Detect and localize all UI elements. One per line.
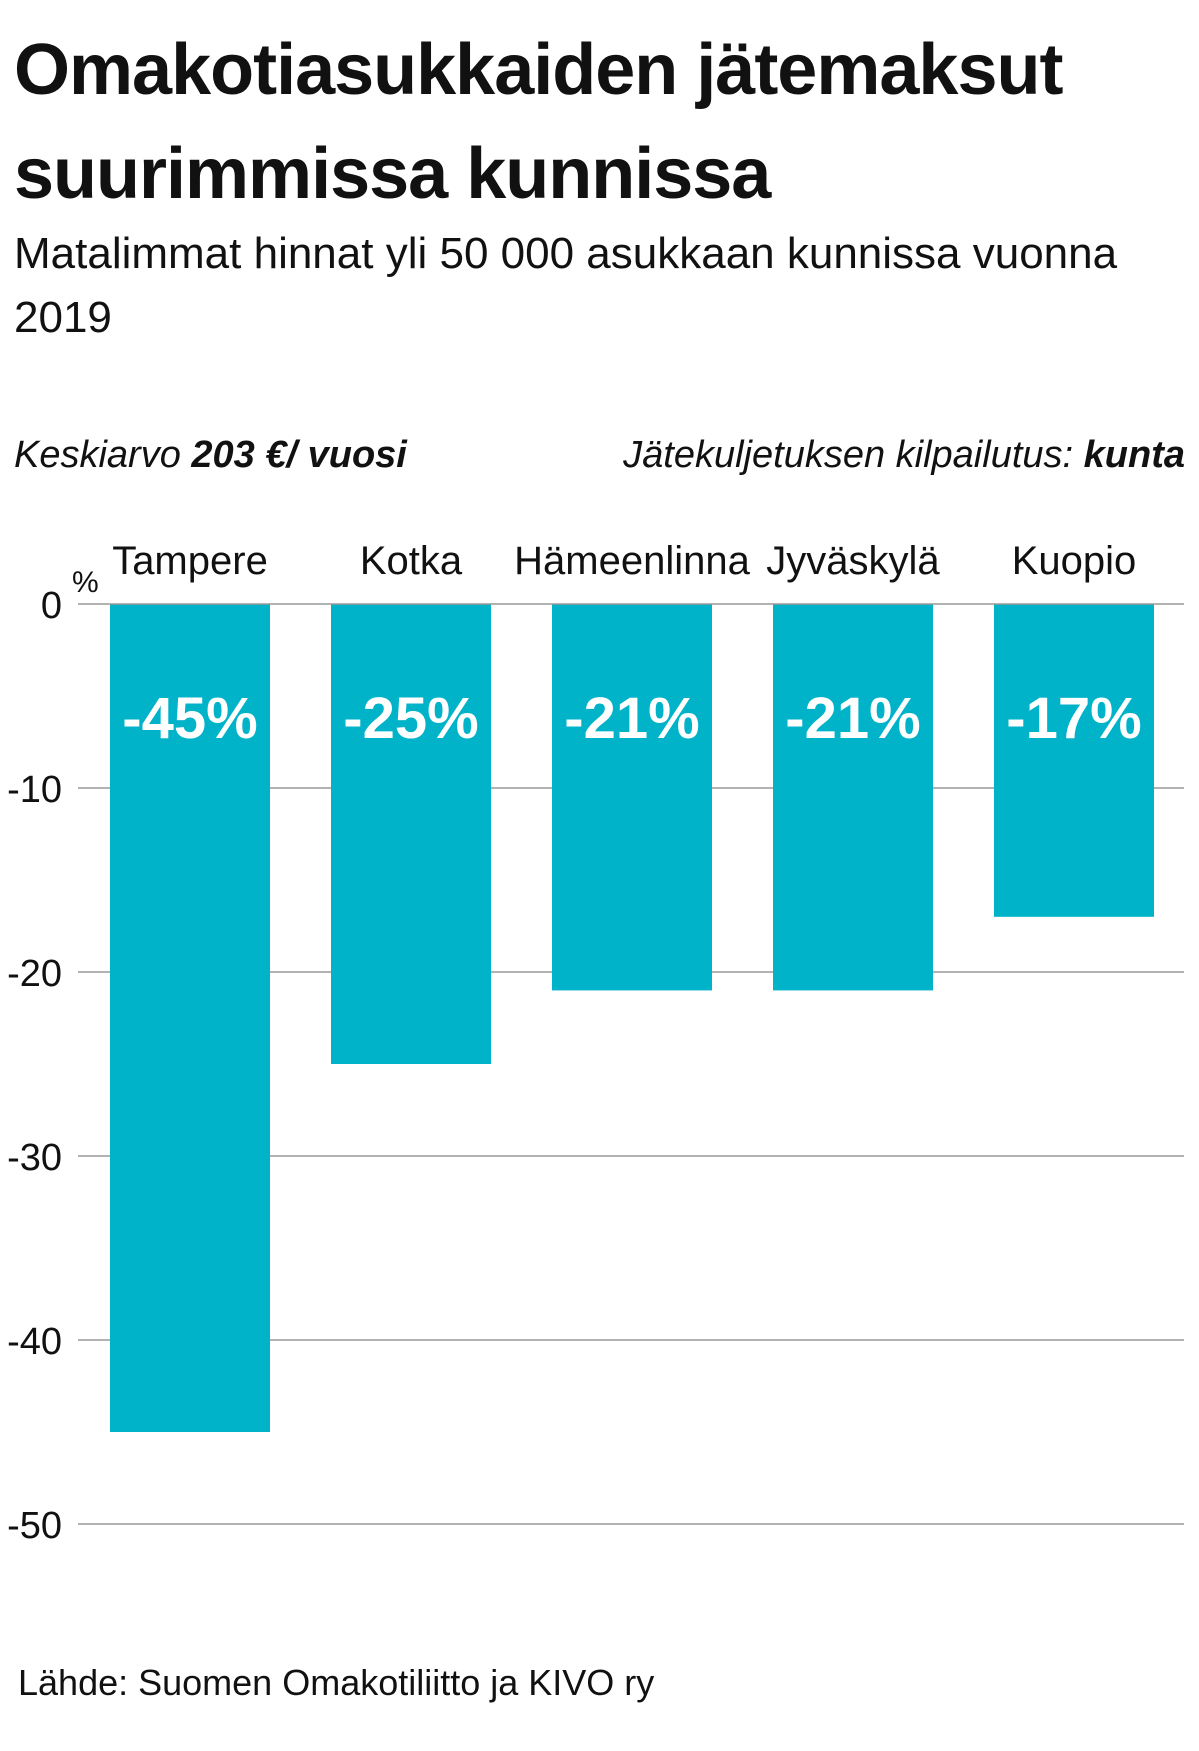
bar [994,604,1154,917]
category-label: Kuopio [1012,540,1137,583]
source-note: Lähde: Suomen Omakotiliitto ja KIVO ry [18,1662,655,1703]
y-axis-unit: % [72,566,99,599]
y-tick-label: -40 [7,1321,62,1363]
data-label: -21% [785,686,920,751]
tender-note: Jätekuljetuksen kilpailutus: kunta [623,434,1185,477]
data-label: -45% [122,686,257,751]
bar-chart: 0 -10 -20 -30 -40 -50% Tampere -45% Kotka -25% Häm… [7,540,1184,1547]
data-label: -21% [564,686,699,751]
chart-title: Omakotiasukkaiden jätemaksut suurimmissa… [14,30,1063,214]
bar [552,604,712,991]
tender-value: kunta [1083,434,1185,476]
bar [110,604,270,1432]
y-tick-label: -10 [7,769,62,811]
y-tick-label: -20 [7,953,62,995]
y-tick-label: 0 [41,585,62,627]
data-label: -17% [1006,686,1141,751]
category-label: Tampere [112,540,268,583]
average-note: Keskiarvo 203 €/ vuosi [14,434,407,477]
average-prefix: Keskiarvo [14,434,192,476]
chart-subtitle: Matalimmat hinnat yli 50 000 asukkaan ku… [14,229,1118,342]
category-label: Kotka [360,540,463,583]
y-tick-label: -30 [7,1137,62,1179]
category-label: Jyväskylä [766,540,940,583]
y-tick-label: -50 [7,1505,62,1547]
tender-prefix: Jätekuljetuksen kilpailutus: [623,434,1084,476]
bar [773,604,933,991]
data-label: -25% [343,686,478,751]
category-label: Hämeenlinna [514,540,750,583]
average-value: 203 €/ vuosi [191,434,407,476]
bar [331,604,491,1064]
